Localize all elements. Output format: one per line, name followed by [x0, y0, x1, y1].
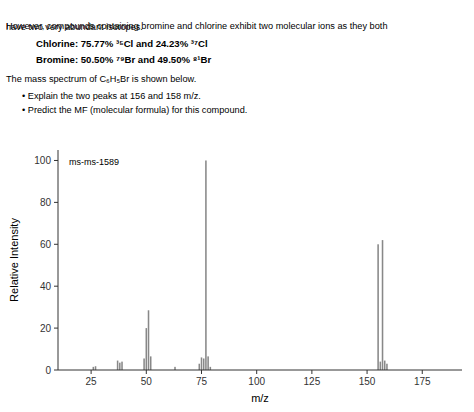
y-tick — [54, 286, 58, 287]
bar — [205, 160, 207, 370]
x-tick — [201, 370, 202, 374]
text-line: • Explain the two peaks at 156 and 158 m… — [22, 91, 201, 101]
x-tick-label: 150 — [359, 376, 376, 387]
y-tick — [54, 244, 58, 245]
y-tick-label: 60 — [40, 239, 52, 250]
bar — [384, 361, 386, 370]
x-tick-label: 50 — [141, 376, 153, 387]
bar — [201, 357, 203, 370]
x-tick-label: 75 — [196, 376, 208, 387]
x-tick-label: 25 — [86, 376, 98, 387]
bar — [117, 361, 119, 370]
bar — [207, 356, 209, 370]
bar — [377, 244, 379, 370]
bar — [95, 366, 97, 370]
annotation: ms-ms-1589 — [69, 157, 119, 167]
bar — [148, 310, 150, 370]
bar — [203, 358, 205, 370]
chart: However, compounds containing bromine an… — [0, 0, 474, 412]
x-tick — [422, 370, 423, 374]
y-tick-label: 20 — [40, 323, 52, 334]
bar — [121, 362, 123, 370]
bar — [386, 364, 388, 370]
text-line: Chlorine: 75.77% ³⁵Cl and 24.23% ³⁷Cl — [36, 38, 208, 49]
bar — [150, 356, 152, 370]
y-tick — [54, 328, 58, 329]
text-line: However, compounds containing bromine an… — [6, 21, 388, 31]
y-tick-label: 100 — [34, 155, 51, 166]
text-line: • Predict the MF (molecular formula) for… — [22, 105, 247, 115]
y-tick-label: 80 — [40, 197, 52, 208]
x-tick — [367, 370, 368, 374]
y-axis — [58, 150, 59, 370]
y-tick — [54, 160, 58, 161]
x-tick-label: 175 — [414, 376, 431, 387]
bar — [143, 358, 145, 370]
bar — [382, 240, 384, 370]
x-axis — [58, 370, 462, 371]
x-axis-label: m/z — [251, 392, 269, 404]
y-tick-label: 40 — [40, 281, 52, 292]
bar — [146, 328, 148, 370]
x-tick — [146, 370, 147, 374]
y-axis-label: Relative Intensity — [8, 218, 20, 302]
y-tick — [54, 370, 58, 371]
x-tick — [256, 370, 257, 374]
bar — [119, 363, 121, 370]
text-line: have two very abundant isotopes. — [6, 22, 143, 32]
x-tick-label: 100 — [248, 376, 265, 387]
y-tick — [54, 202, 58, 203]
x-tick-label: 125 — [304, 376, 321, 387]
x-tick — [91, 370, 92, 374]
text-line: The mass spectrum of C₆H₅Br is shown bel… — [6, 74, 196, 84]
bars — [93, 160, 388, 370]
y-tick-label: 0 — [45, 365, 51, 376]
text-line: Bromine: 50.50% ⁷⁹Br and 49.50% ⁸¹Br — [36, 54, 211, 65]
x-tick — [311, 370, 312, 374]
bar — [380, 362, 382, 370]
bar — [199, 364, 201, 370]
